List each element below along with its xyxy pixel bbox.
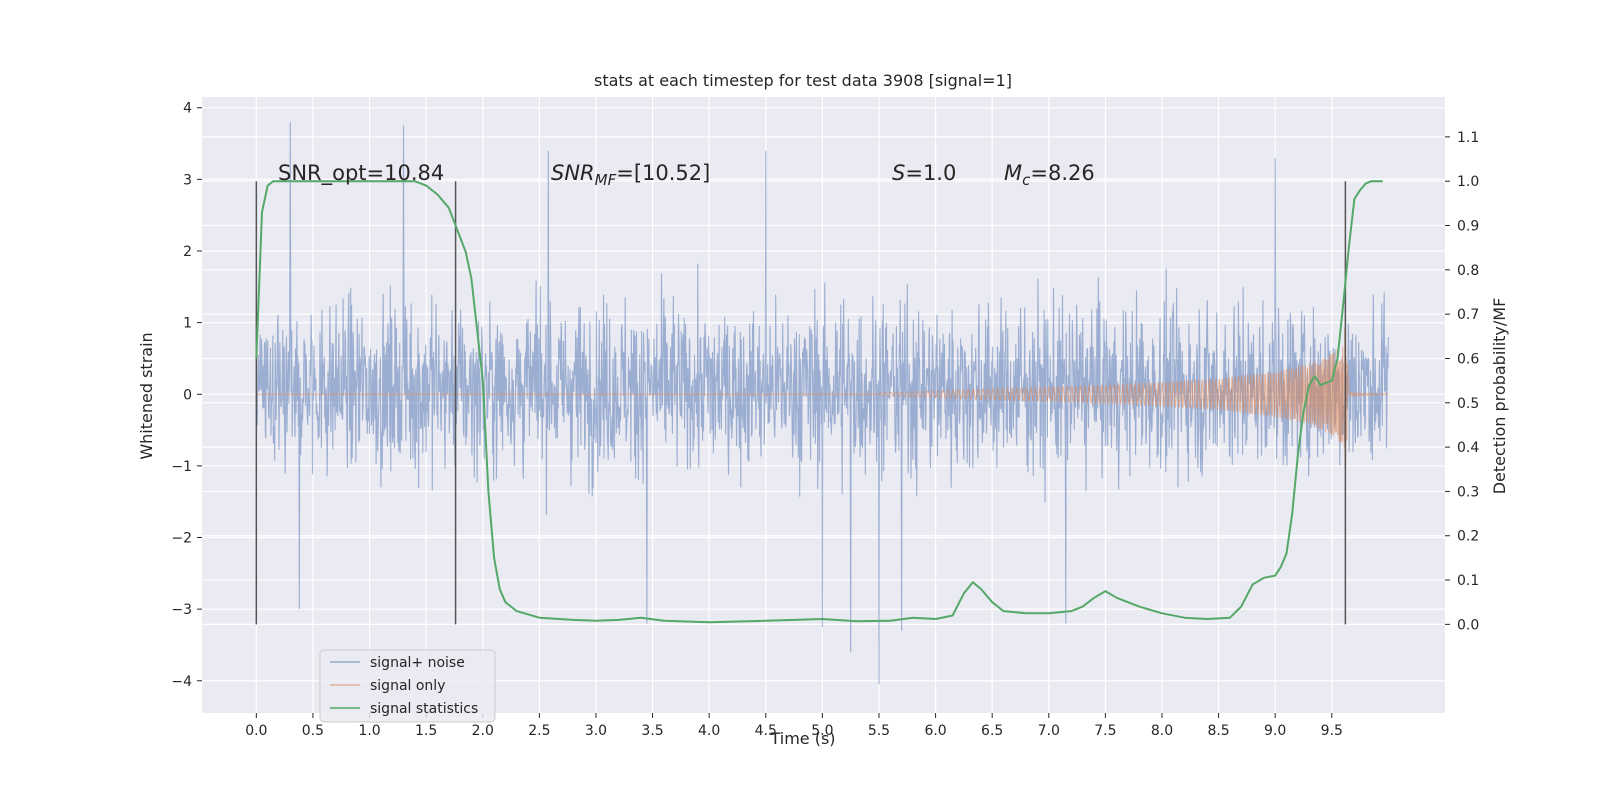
x-tick-label: 7.5 <box>1094 723 1116 739</box>
y2-axis-ticks: 1.1 1.0 0.9 0.8 0.7 0.6 0.5 0.4 0.3 0.2 0.1 0.0 <box>1445 130 1479 633</box>
legend: signal+ noise signal only signal statist… <box>319 649 496 723</box>
x-tick-label: 4.0 <box>698 723 720 739</box>
y-tick-label: 0 <box>183 387 192 403</box>
y2-tick-label: 0.8 <box>1457 263 1479 279</box>
x-tick-label: 6.5 <box>981 723 1003 739</box>
y-tick-label: 1 <box>183 316 192 332</box>
x-tick-label: 7.0 <box>1038 723 1060 739</box>
x-tick-label: 3.5 <box>641 723 663 739</box>
y-tick-label: −4 <box>171 674 192 690</box>
y-tick-label: 3 <box>183 172 192 188</box>
x-tick-label: 5.5 <box>868 723 890 739</box>
signal-trace <box>256 316 1389 468</box>
series-signal-only <box>256 316 1389 468</box>
statistics-line <box>255 180 1383 624</box>
y2-tick-label: 0.9 <box>1457 219 1479 235</box>
y2-tick-label: 1.0 <box>1457 174 1479 190</box>
y2-tick-label: 0.3 <box>1457 484 1479 500</box>
y2-tick-label: 1.1 <box>1457 130 1479 146</box>
x-axis-label: Time (s) <box>769 729 835 748</box>
y2-tick-label: 0.4 <box>1457 440 1479 456</box>
y2-tick-label: 0.7 <box>1457 307 1479 323</box>
chart-title: stats at each timestep for test data 390… <box>594 71 1012 90</box>
series-signal-plus-noise <box>255 122 1389 685</box>
legend-box <box>319 649 496 723</box>
annotation-s: S=1.0 <box>892 161 956 185</box>
series-signal-statistics <box>255 180 1383 624</box>
y2-tick-label: 0.1 <box>1457 573 1479 589</box>
x-tick-label: 3.0 <box>585 723 607 739</box>
annotation-snr-opt: SNR_opt=10.84 <box>278 161 444 186</box>
annotation-snr-mf: SNRMF=[10.52] <box>551 161 710 189</box>
x-tick-label: 0.5 <box>302 723 324 739</box>
x-tick-label: 0.0 <box>245 723 267 739</box>
x-tick-label: 2.0 <box>472 723 494 739</box>
x-tick-label: 9.5 <box>1321 723 1343 739</box>
y-tick-label: 2 <box>183 244 192 260</box>
y-tick-label: 4 <box>183 101 192 117</box>
y2-tick-label: 0.6 <box>1457 351 1479 367</box>
y-axis-ticks: 4 3 2 1 0 −1 −2 −3 −4 <box>171 101 202 690</box>
y2-tick-label: 0.2 <box>1457 529 1479 545</box>
vertical-markers <box>255 181 1347 625</box>
x-tick-label: 5.0 <box>811 723 833 739</box>
x-tick-label: 1.5 <box>415 723 437 739</box>
x-tick-label: 8.0 <box>1151 723 1173 739</box>
y-tick-label: −1 <box>171 459 192 475</box>
y-tick-label: −2 <box>171 531 192 547</box>
legend-label-stats: signal statistics <box>370 701 478 717</box>
x-tick-label: 2.5 <box>528 723 550 739</box>
annotation-mc: Mc=8.26 <box>1004 161 1095 189</box>
x-tick-label: 8.5 <box>1207 723 1229 739</box>
y-tick-label: −3 <box>171 602 192 618</box>
x-axis-ticks: 0.0 0.5 1.0 1.5 2.0 2.5 3.0 3.5 4.0 4.5 5.0 5.5 6.0 6… <box>245 713 1343 739</box>
y2-tick-label: 0.0 <box>1457 617 1479 633</box>
x-tick-label: 1.0 <box>358 723 380 739</box>
x-tick-label: 6.0 <box>924 723 946 739</box>
noise-trace <box>255 122 1389 685</box>
y-axis-label: Whitened strain <box>137 332 156 459</box>
y2-tick-label: 0.5 <box>1457 396 1479 412</box>
x-tick-label: 4.5 <box>755 723 777 739</box>
y2-axis-label: Detection probability/MF <box>1490 298 1509 495</box>
legend-label-noise: signal+ noise <box>370 655 465 671</box>
x-tick-label: 9.0 <box>1264 723 1286 739</box>
legend-label-signal: signal only <box>370 678 445 694</box>
